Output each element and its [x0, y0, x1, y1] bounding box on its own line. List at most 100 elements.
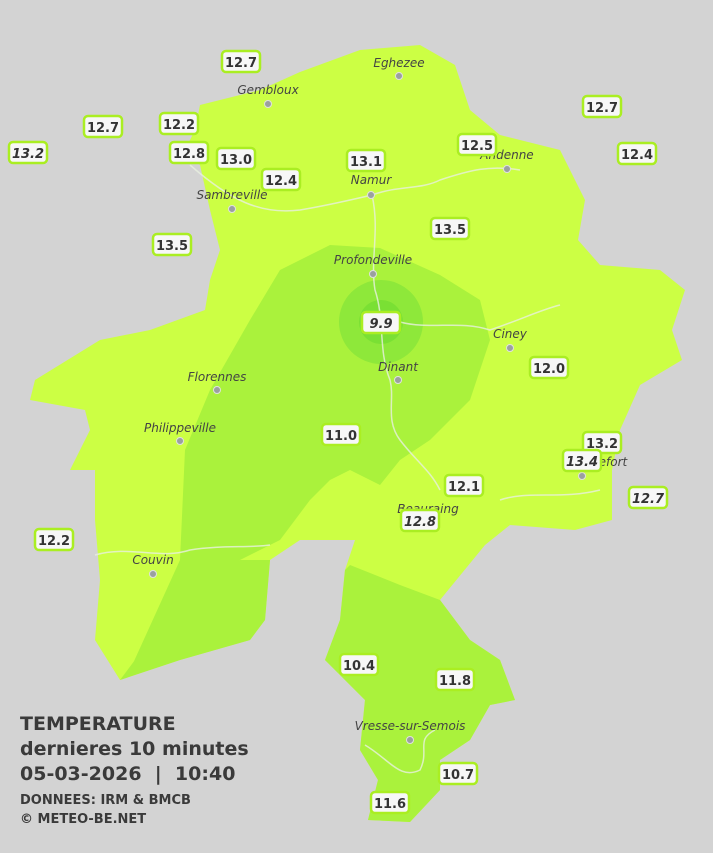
station-box: [345, 148, 387, 173]
station-box: [456, 132, 498, 157]
city-dot: [213, 386, 221, 394]
station-box: [7, 140, 49, 165]
station: 12.8: [399, 508, 441, 533]
river-semois: [364, 729, 436, 774]
station-box: [369, 790, 411, 815]
station: 13.4: [561, 448, 603, 473]
station: 13.5: [429, 216, 471, 241]
station-box: [158, 111, 200, 136]
station-box: [151, 232, 193, 257]
datetime: 05-03-2026 | 10:40: [20, 763, 235, 785]
city-label: Dinant: [378, 360, 419, 374]
city-dot: [176, 437, 184, 445]
city-dot: [578, 472, 586, 480]
station-value: 9.9: [369, 317, 392, 332]
station-value: 12.7: [87, 121, 119, 136]
station-box: [437, 761, 479, 786]
city-dot: [503, 165, 511, 173]
city-label: Profondeville: [334, 253, 412, 267]
city-dot: [394, 376, 402, 384]
city-dot: [367, 191, 375, 199]
title: TEMPERATURE: [20, 713, 176, 735]
city-label: Eghezee: [373, 56, 424, 70]
station-box: [220, 49, 262, 74]
station-value: 11.0: [325, 429, 357, 444]
station-value: 10.7: [442, 768, 474, 783]
station-box: [528, 355, 570, 380]
city-dot: [264, 100, 272, 108]
station-box: [82, 114, 124, 139]
city-label: Namur: [351, 173, 393, 187]
station-value: 12.4: [621, 148, 653, 163]
station: 12.7: [220, 49, 262, 74]
station-value: 11.8: [439, 674, 471, 689]
station-value: 11.6: [374, 797, 406, 812]
station-value: 10.4: [343, 659, 375, 674]
station-value: 13.2: [586, 437, 618, 452]
station-value: 12.8: [404, 515, 436, 530]
station-box: [215, 146, 257, 171]
city-label: Vresse-sur-Semois: [355, 719, 466, 733]
station: 12.2: [33, 527, 75, 552]
stations: 12.7 12.7 12.2 13.2 12.8 13.0 12.4 13.1 12.5 12.7…: [7, 49, 669, 815]
station-value: 12.2: [163, 118, 195, 133]
station: 13.1: [345, 148, 387, 173]
station-value: 13.0: [220, 153, 252, 168]
station: 13.5: [151, 232, 193, 257]
city-label: Florennes: [188, 370, 247, 384]
station-value: 13.5: [156, 239, 188, 254]
city-label: Couvin: [132, 553, 173, 567]
station-box: [360, 310, 402, 335]
city-label: Sambreville: [196, 188, 267, 202]
station-box: [561, 448, 603, 473]
station-box: [429, 216, 471, 241]
subtitle: dernieres 10 minutes: [20, 738, 249, 760]
city-label: Ciney: [493, 327, 528, 341]
station-box: [627, 485, 669, 510]
station-box: [399, 508, 441, 533]
station-value: 12.4: [265, 174, 297, 189]
station-box: [320, 422, 362, 447]
river-lesse: [499, 489, 601, 501]
station: 12.8: [168, 140, 210, 165]
credit: © METEO-BE.NET: [20, 812, 146, 827]
station-value: 13.5: [434, 223, 466, 238]
station-box: [443, 473, 485, 498]
station-value: 12.0: [533, 362, 565, 377]
station: 13.0: [215, 146, 257, 171]
station: 13.2: [7, 140, 49, 165]
station-box: [33, 527, 75, 552]
station: 12.5: [456, 132, 498, 157]
city-dot: [149, 570, 157, 578]
station: 10.4: [338, 652, 380, 677]
station: 12.4: [616, 141, 658, 166]
station-value: 13.4: [566, 455, 598, 470]
city-dot: [406, 736, 414, 744]
station-value: 12.7: [632, 492, 665, 507]
source: DONNEES: IRM & BMCB: [20, 793, 191, 808]
zone-cool-west: [120, 560, 270, 680]
river-viroin: [94, 544, 271, 556]
station-value: 13.1: [350, 155, 382, 170]
station: 12.0: [528, 355, 570, 380]
station: 12.7: [82, 114, 124, 139]
station: 12.7: [627, 485, 669, 510]
station: 10.7: [437, 761, 479, 786]
station: 13.2: [581, 430, 623, 455]
station-value: 12.7: [586, 101, 618, 116]
station: 11.6: [369, 790, 411, 815]
river-bocq: [399, 304, 561, 331]
cities: EghezeeGemblouxAndenneNamurSambrevillePr…: [132, 56, 629, 744]
station-value: 12.8: [173, 147, 205, 162]
station: 12.2: [158, 111, 200, 136]
station-box: [616, 141, 658, 166]
station: 12.1: [443, 473, 485, 498]
station-box: [168, 140, 210, 165]
rivers: [94, 164, 601, 774]
station: 12.4: [260, 167, 302, 192]
station-box: [338, 652, 380, 677]
river-meuse: [371, 194, 441, 491]
city-label: Philippeville: [144, 421, 216, 435]
